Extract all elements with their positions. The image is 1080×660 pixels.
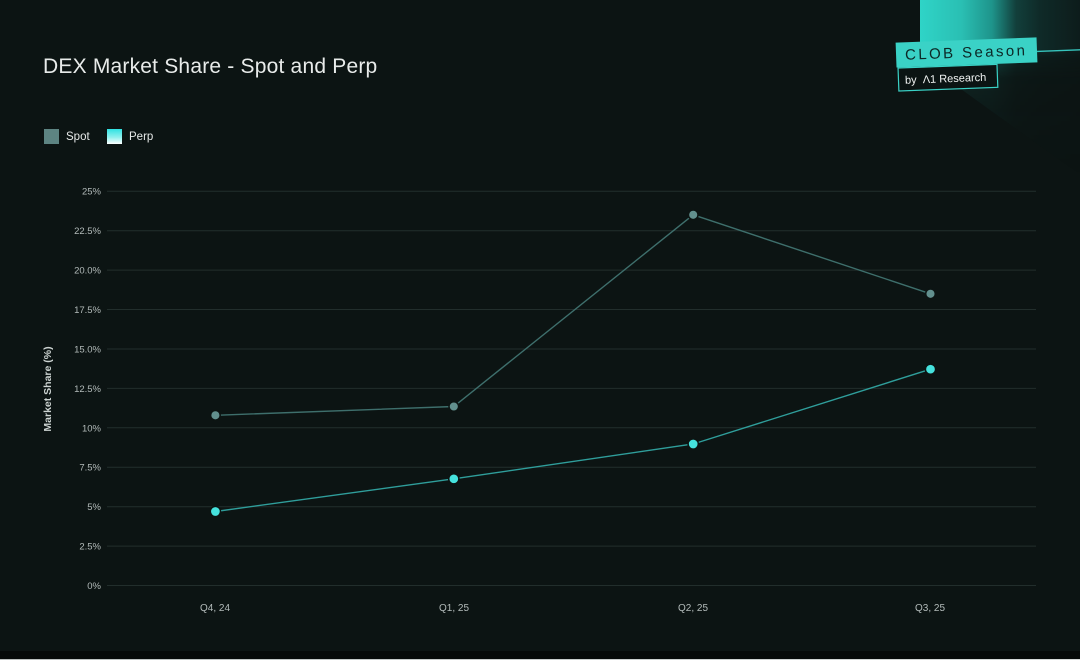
svg-text:20.0%: 20.0%	[74, 266, 101, 277]
svg-text:12.5%: 12.5%	[74, 384, 101, 395]
svg-text:Q1, 25: Q1, 25	[439, 603, 469, 614]
svg-text:by Λ1 Research: by Λ1 Research	[905, 72, 987, 87]
svg-text:17.5%: 17.5%	[74, 305, 101, 316]
svg-text:2.5%: 2.5%	[79, 542, 101, 553]
svg-text:Q4, 24: Q4, 24	[200, 603, 230, 614]
svg-text:0%: 0%	[87, 581, 101, 592]
svg-text:10%: 10%	[82, 423, 102, 434]
svg-text:Q2, 25: Q2, 25	[678, 603, 708, 614]
svg-text:7.5%: 7.5%	[79, 463, 101, 474]
svg-text:22.5%: 22.5%	[74, 226, 101, 237]
svg-text:15.0%: 15.0%	[74, 345, 101, 356]
svg-text:Q3, 25: Q3, 25	[915, 603, 945, 614]
svg-text:25%: 25%	[82, 187, 102, 198]
svg-text:CLOB Season: CLOB Season	[905, 42, 1028, 63]
svg-text:5%: 5%	[87, 502, 101, 513]
